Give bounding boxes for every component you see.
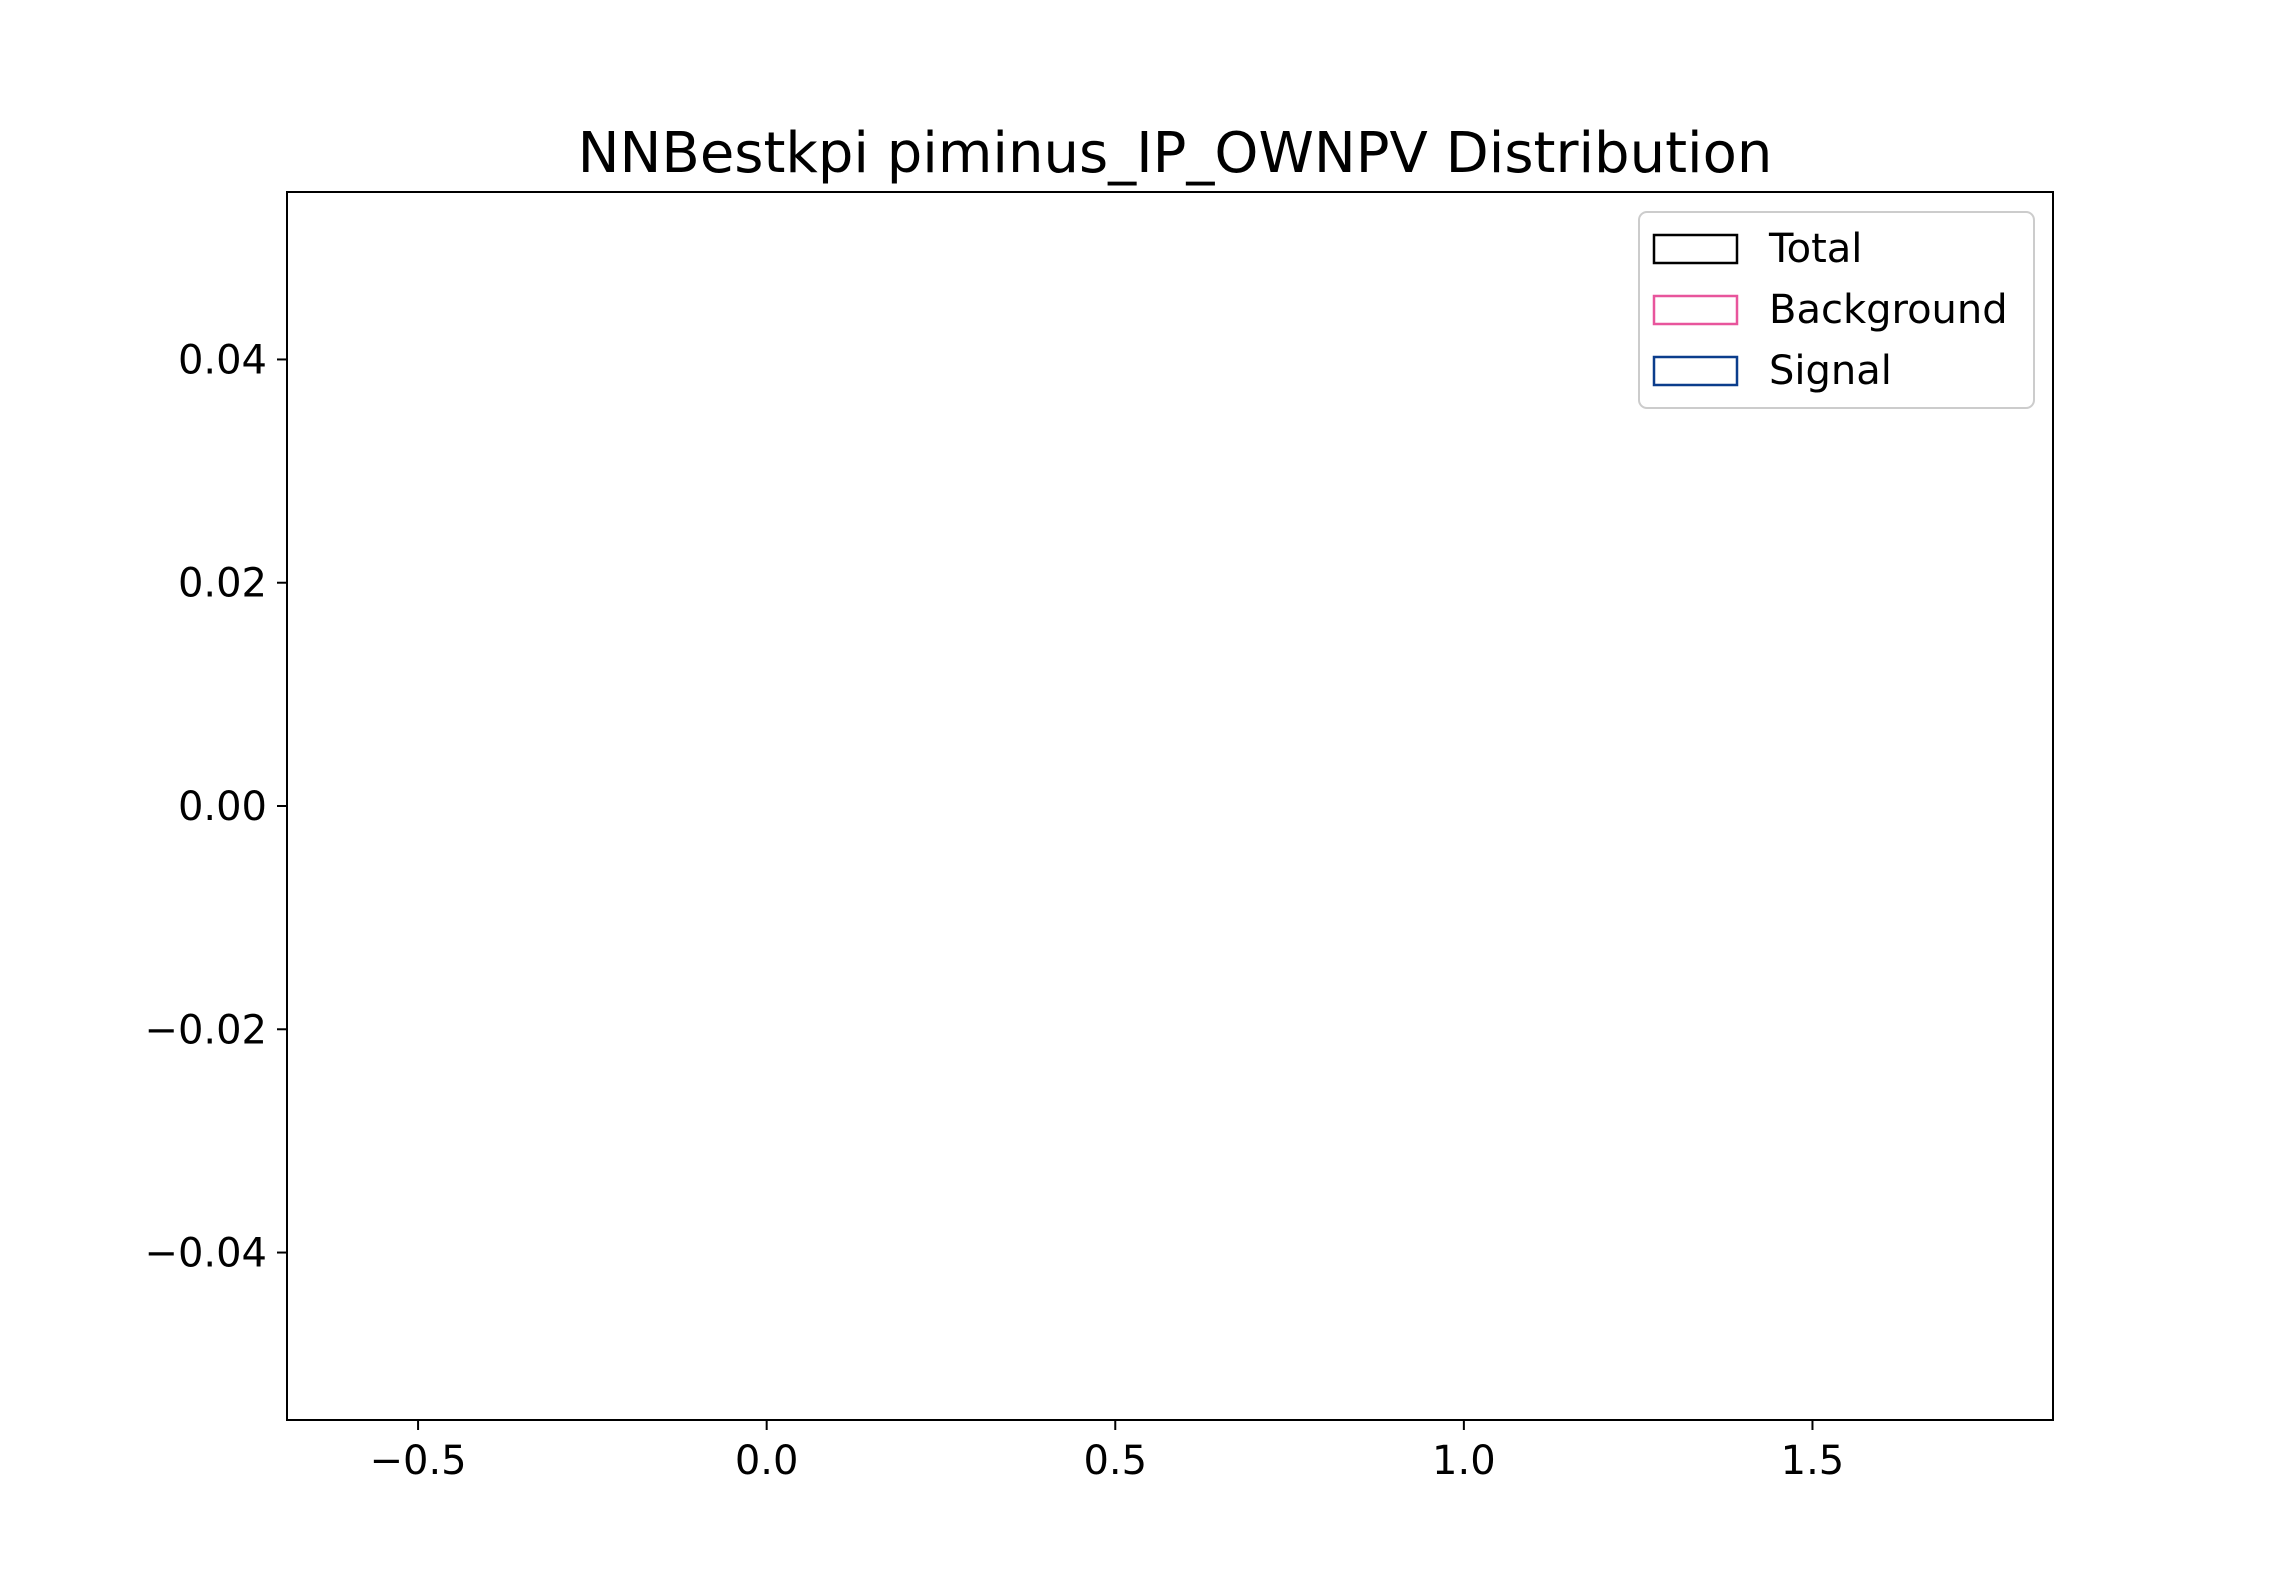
x-tick-label: 1.0 [1432,1438,1496,1484]
y-tick-label: 0.00 [178,784,267,830]
x-tick-label: 0.5 [1083,1438,1147,1484]
x-tick-label: 0.0 [735,1438,799,1484]
legend-swatch [1652,355,1739,387]
y-tick-label: 0.04 [178,337,267,383]
legend-label: Signal [1769,348,1892,394]
legend: Total Background Signal [1638,211,2035,409]
x-tick-label: −0.5 [370,1438,467,1484]
legend-label: Total [1768,226,1862,272]
y-tick-label: −0.02 [144,1007,267,1053]
y-tick-label: 0.02 [178,561,267,607]
y-axis: 0.04 0.02 0.00 −0.02 −0.04 [144,337,287,1277]
x-tick-label: 1.5 [1781,1438,1845,1484]
chart-title: NNBestkpi piminus_IP_OWNPV Distribution [578,121,1773,186]
y-tick-label: −0.04 [144,1231,267,1277]
legend-swatch [1652,294,1739,326]
legend-label: Background [1769,287,2008,333]
x-axis: −0.5 0.0 0.5 1.0 1.5 [370,1420,1845,1484]
legend-swatch [1652,233,1739,265]
